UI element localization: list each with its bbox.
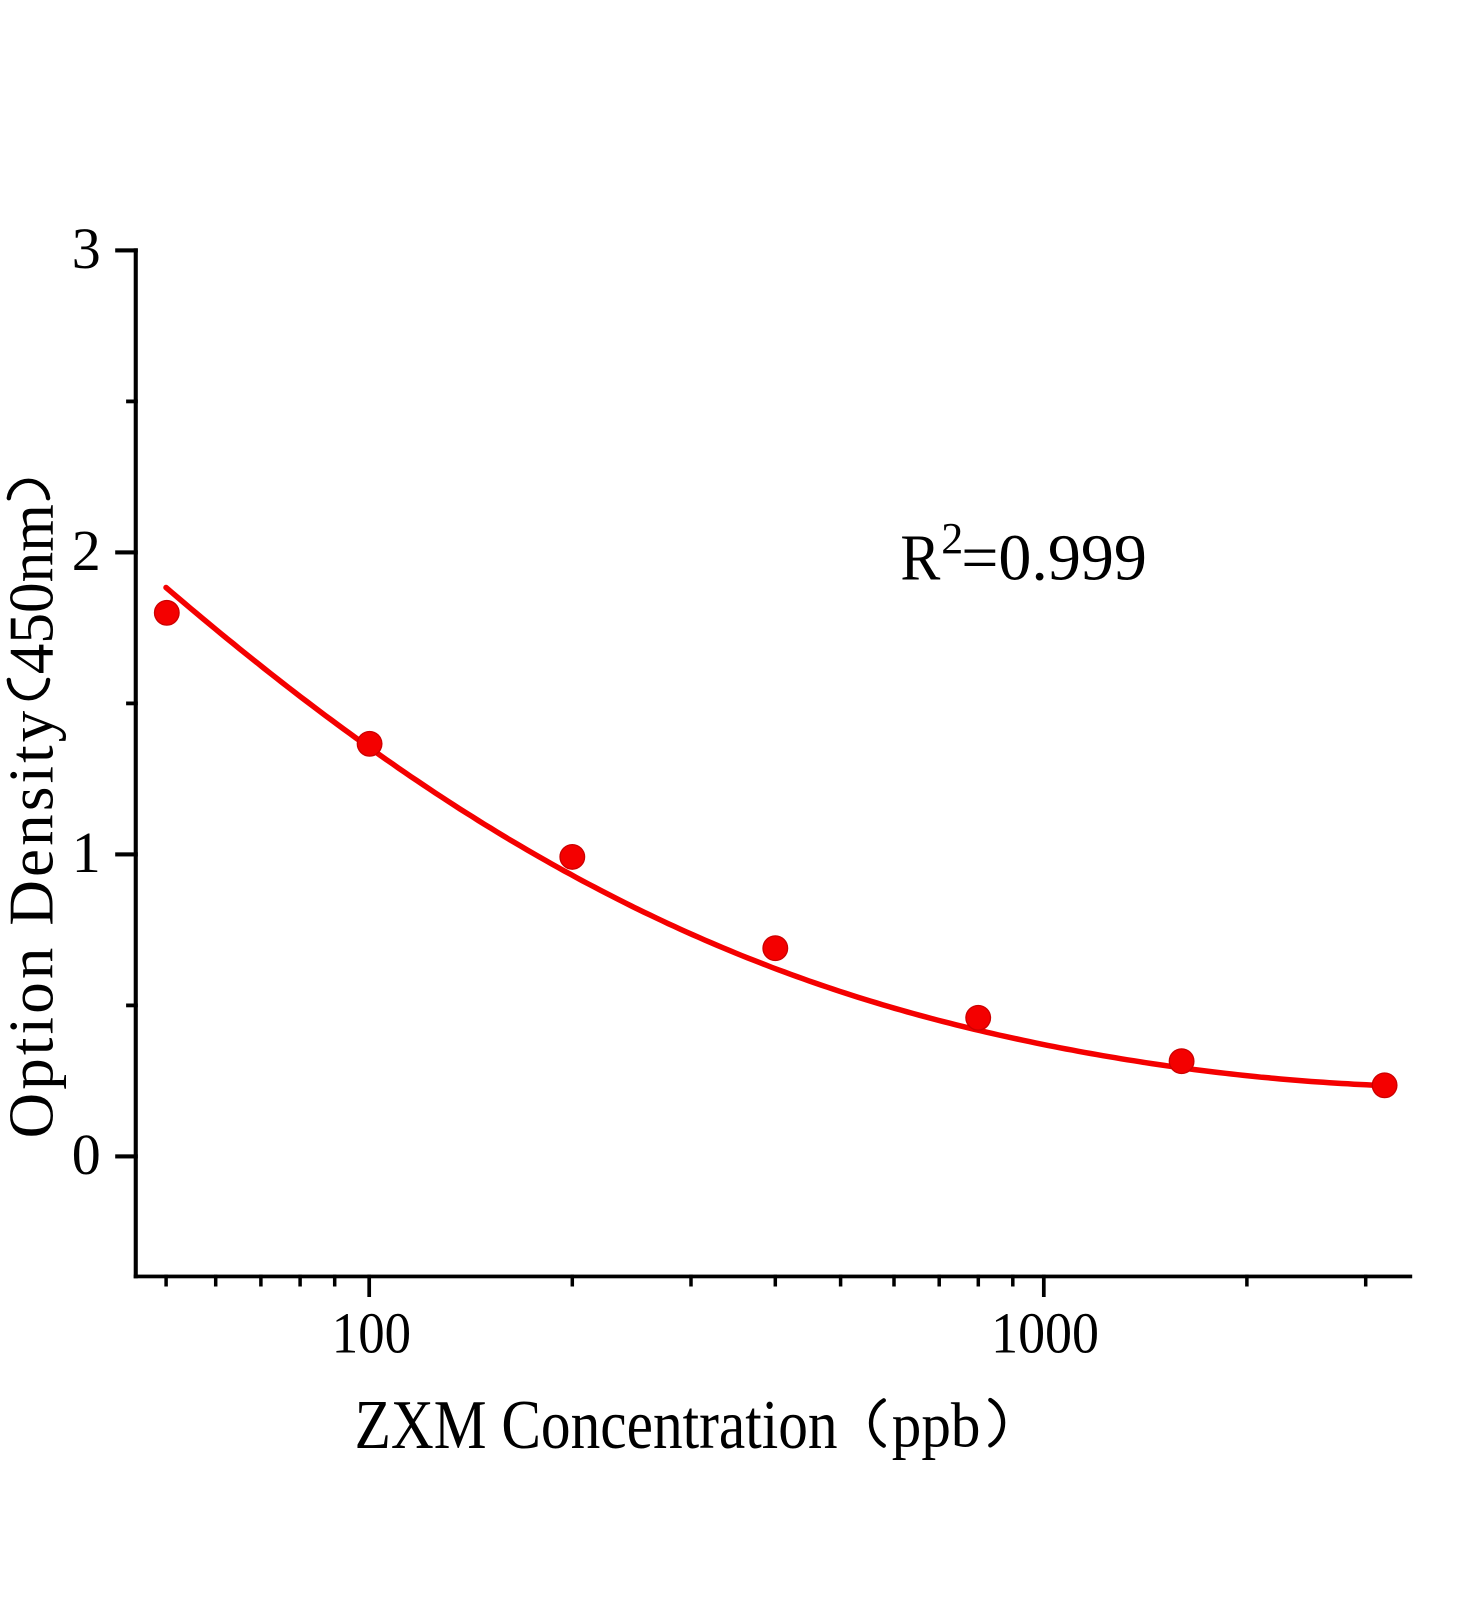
svg-text:100: 100 (332, 1300, 411, 1365)
svg-text:450nm: 450nm (0, 504, 66, 674)
svg-text:=0.999: =0.999 (961, 522, 1147, 595)
svg-text:0: 0 (72, 1122, 101, 1187)
svg-text:R: R (900, 521, 940, 594)
svg-text:2: 2 (72, 518, 101, 583)
svg-text:2: 2 (941, 514, 963, 563)
svg-text:1000: 1000 (991, 1300, 1099, 1365)
svg-text:ZXM Concentration: ZXM Concentration (355, 1387, 838, 1464)
svg-text:1: 1 (72, 820, 101, 885)
svg-text:3: 3 (72, 216, 101, 281)
svg-text:ppb: ppb (892, 1390, 981, 1460)
svg-text:Option Density: Option Density (0, 708, 66, 1139)
